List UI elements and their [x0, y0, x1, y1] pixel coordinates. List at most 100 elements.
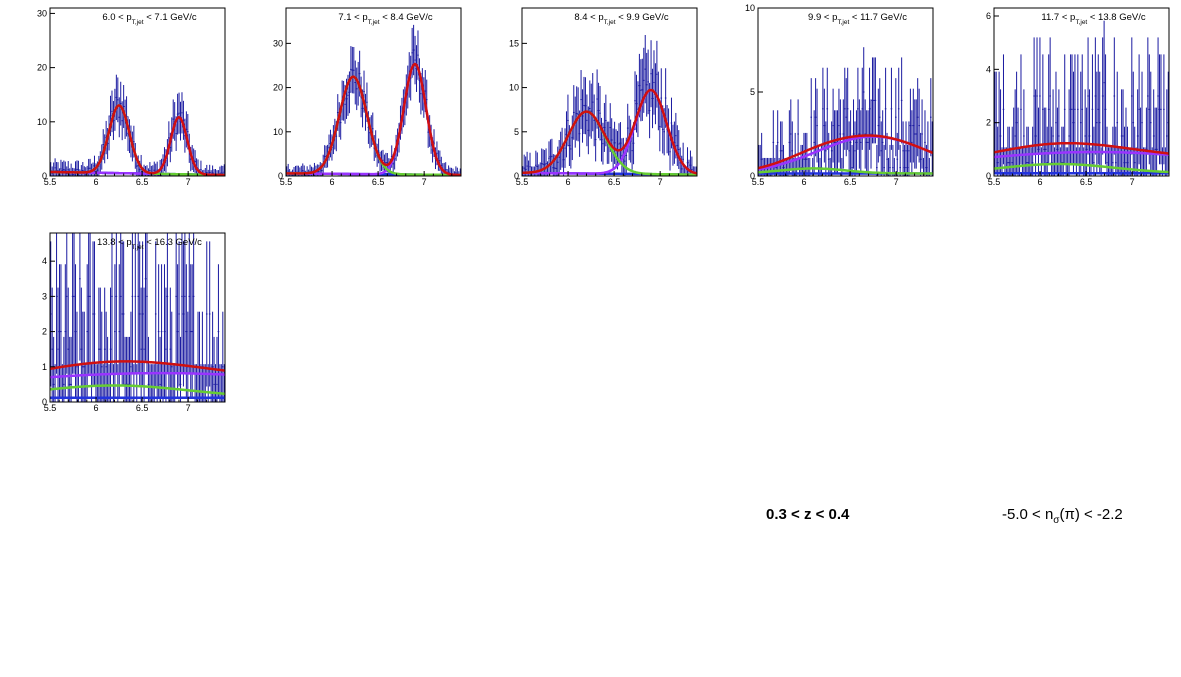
total-fit-curve: [994, 141, 1169, 155]
y-tick-label: 4: [42, 256, 47, 266]
y-tick-label: 30: [273, 38, 283, 48]
title-prefix: 11.7 < p: [1041, 12, 1075, 23]
total-fit-curve: [522, 88, 697, 175]
x-tick-label: 6.5: [372, 177, 385, 187]
x-tick-label: 7: [422, 177, 427, 187]
title-prefix: 9.9 < p: [808, 12, 837, 23]
title-suffix: < 11.7 GeV/c: [849, 12, 907, 23]
plot-area: [522, 35, 697, 176]
peak1-fit-curve: [50, 104, 225, 176]
y-tick-label: 10: [273, 127, 283, 137]
plot-frame: [49, 7, 226, 177]
plot-area: [994, 20, 1169, 176]
y-tick-label: 10: [745, 3, 755, 13]
x-tick-label: 6.5: [608, 177, 621, 187]
y-tick-label: 10: [37, 117, 47, 127]
peak2-fit-curve: [50, 371, 225, 379]
panel-title: 11.7 < pT,jet < 13.8 GeV/c: [1041, 12, 1145, 26]
y-tick-label: 0: [42, 171, 47, 181]
y-tick-label: 0: [514, 171, 519, 181]
plot-area: [50, 233, 225, 402]
panel-title: 8.4 < pT,jet < 9.9 GeV/c: [574, 12, 669, 26]
x-tick-label: 6.5: [844, 177, 857, 187]
plot-frame: [993, 7, 1170, 177]
panel-title: 9.9 < pT,jet < 11.7 GeV/c: [808, 12, 907, 26]
title-subscript: T,jet: [132, 244, 144, 251]
x-tick-label: 5.5: [44, 177, 57, 187]
x-tick-label: 7: [186, 403, 191, 413]
x-tick-label: 6.5: [136, 403, 149, 413]
y-tick-label: 6: [986, 11, 991, 21]
y-tick-label: 0: [986, 171, 991, 181]
total-fit-curve: [758, 134, 933, 170]
x-tick-label: 6: [330, 177, 335, 187]
plot-area: [286, 24, 461, 176]
x-tick-label: 7: [186, 177, 191, 187]
nsigma-range-annotation: -5.0 < nσ(π) < -2.2: [1002, 506, 1123, 526]
panel-title: 13.8 < pT,jet < 16.3 GeV/c: [97, 237, 202, 251]
title-prefix: 8.4 < p: [574, 12, 603, 23]
y-tick-label: 30: [37, 8, 47, 18]
title-subscript: T,jet: [368, 19, 380, 26]
y-tick-label: 2: [42, 327, 47, 337]
y-tick-label: 15: [509, 38, 519, 48]
x-tick-label: 6: [566, 177, 571, 187]
plot-frame: [285, 7, 462, 177]
panel-5: 5.5 6 6.5 7 0 2 4 6 11.7 < pT,jet < 13.8 GeV/c: [986, 7, 1170, 187]
x-tick-label: 5.5: [44, 403, 57, 413]
panel-2: 5.5 6 6.5 7 0 10 20 30 7.1 < pT,jet < 8.4 GeV/c: [273, 7, 462, 187]
y-tick-label: 4: [986, 64, 991, 74]
peak1-fit-curve: [286, 75, 461, 176]
total-fit-curve: [50, 104, 225, 176]
peak2-fit-curve: [522, 88, 697, 175]
total-fit-curve: [50, 360, 225, 372]
title-subscript: T,jet: [837, 19, 849, 26]
panel-1: 5.5 6 6.5 7 0 10 20 30 6.0 < pT,jet < 7.1 GeV/c: [37, 7, 226, 187]
y-tick-label: 20: [37, 63, 47, 73]
title-prefix: 13.8 < p: [97, 237, 132, 248]
panel-6: 5.5 6 6.5 7 0 1 2 3 4 13.8 < pT,jet < 16.3 GeV/c: [42, 232, 226, 413]
title-suffix: < 7.1 GeV/c: [144, 12, 197, 23]
y-tick-label: 10: [509, 83, 519, 93]
nsigma-prefix: -5.0 < n: [1002, 506, 1054, 523]
title-prefix: 7.1 < p: [338, 12, 367, 23]
panel-4: 5.5 6 6.5 7 0 5 10 9.9 < pT,jet < 11.7 GeV/c: [745, 3, 934, 187]
x-tick-label: 6: [94, 177, 99, 187]
title-suffix: < 9.9 GeV/c: [616, 12, 669, 23]
x-tick-label: 5.5: [988, 177, 1001, 187]
y-tick-label: 0: [42, 397, 47, 407]
x-tick-label: 5.5: [280, 177, 293, 187]
nsigma-subscript: σ: [1053, 515, 1060, 526]
z-range-annotation: 0.3 < z < 0.4: [766, 506, 850, 523]
title-suffix: < 16.3 GeV/c: [144, 237, 203, 248]
panel-title: 7.1 < pT,jet < 8.4 GeV/c: [338, 12, 433, 26]
peak1-fit-curve: [758, 167, 933, 175]
title-subscript: T,jet: [132, 19, 144, 26]
plot-area: [50, 74, 225, 176]
x-tick-label: 5.5: [752, 177, 765, 187]
x-tick-label: 7: [1130, 177, 1135, 187]
y-tick-label: 1: [42, 362, 47, 372]
plot-frame: [521, 7, 698, 177]
x-tick-label: 6.5: [136, 177, 149, 187]
title-suffix: < 13.8 GeV/c: [1087, 12, 1146, 23]
peak1-fit-curve: [50, 384, 225, 396]
y-tick-label: 0: [278, 171, 283, 181]
title-subscript: T,jet: [604, 19, 616, 26]
y-tick-label: 20: [273, 83, 283, 93]
y-tick-label: 2: [986, 118, 991, 128]
plot-area: [758, 47, 933, 176]
total-fit-curve: [286, 62, 461, 176]
x-tick-label: 5.5: [516, 177, 529, 187]
x-tick-label: 6: [802, 177, 807, 187]
title-prefix: 6.0 < p: [102, 12, 131, 23]
x-tick-label: 6.5: [1080, 177, 1093, 187]
panel-3: 5.5 6 6.5 7 0 5 10 15 8.4 < pT,jet < 9.9 GeV/c: [509, 7, 698, 187]
x-tick-label: 7: [658, 177, 663, 187]
plot-frame: [49, 232, 226, 403]
peak2-fit-curve: [994, 150, 1169, 159]
panel-title: 6.0 < pT,jet < 7.1 GeV/c: [102, 12, 197, 26]
nsigma-suffix: (π) < -2.2: [1059, 506, 1123, 523]
x-tick-label: 6: [1038, 177, 1043, 187]
